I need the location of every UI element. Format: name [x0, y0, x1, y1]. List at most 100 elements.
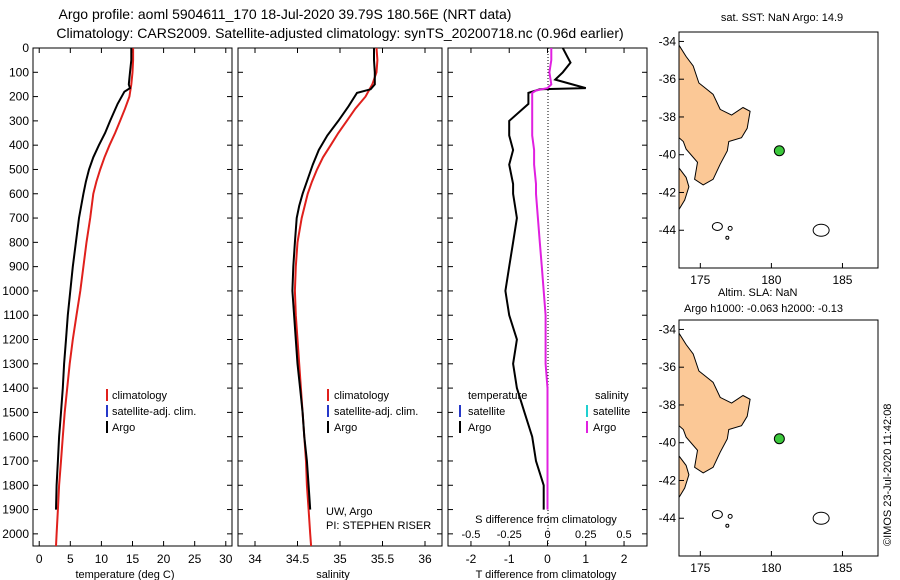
island-shape [812, 511, 830, 525]
x-tick-label: 2 [621, 552, 628, 566]
temperature-panel-frame [32, 47, 233, 547]
t-difference-xlabel: T difference from climatology [476, 569, 617, 580]
x-tick-label: -1 [504, 552, 515, 566]
legend-swatch-argo [106, 421, 108, 433]
x-tick-label: 20 [157, 552, 171, 566]
s-tick-label: -0.25 [497, 529, 522, 541]
island-shape [711, 221, 723, 231]
salinity-legend: climatology satellite-adj. clim. Argo [327, 389, 418, 434]
lat-tick-label: -38 [659, 398, 677, 412]
temperature-panel: 0100200300400500600700800900100011001200… [2, 41, 232, 580]
south-island-shape [678, 454, 690, 500]
depth-tick-label: 100 [9, 65, 29, 79]
s-tick-label: -0.5 [461, 529, 480, 541]
depth-tick-label: 300 [9, 114, 29, 128]
legend-swatch-satellite [106, 405, 108, 417]
credit-line1: UW, Argo [326, 506, 372, 518]
x-tick-label: 36 [418, 552, 432, 566]
depth-tick-label: 1900 [2, 503, 29, 517]
legend-label-argo: Argo [334, 422, 357, 434]
island-shape [725, 523, 730, 528]
salinity-panel-frame [237, 47, 443, 547]
legend-swatch-satellite [327, 405, 329, 417]
x-tick-label: 1 [582, 552, 589, 566]
lat-tick-label: -40 [659, 436, 677, 450]
sst-map: sat. SST: NaN Argo: 14.9 175 180 185 -34 -36… [659, 12, 879, 287]
legend-swatch-t-satellite [459, 405, 461, 417]
depth-tick-label: 700 [9, 211, 29, 225]
legend-header-temperature: temperature [468, 390, 527, 402]
difference-depth-ticks [448, 47, 647, 535]
depth-tick-label: 1000 [2, 284, 29, 298]
sla-map: Altim. SLA: NaN Argo h1000: -0.063 h2000… [659, 287, 879, 575]
salinity-xlabel: salinity [316, 569, 350, 580]
sla-map-subtitle: Argo h1000: -0.063 h2000: -0.13 [684, 303, 843, 315]
depth-tick-label: 1400 [2, 381, 29, 395]
sla-map-frame [678, 319, 879, 557]
temperature-legend: climatology satellite-adj. clim. Argo [106, 389, 196, 434]
depth-tick-label: 800 [9, 235, 29, 249]
series-line-argo [531, 48, 553, 510]
x-tick-label: 30 [219, 552, 233, 566]
lat-tick-label: -38 [659, 110, 677, 124]
depth-tick-label: 600 [9, 187, 29, 201]
legend-label-climatology: climatology [112, 390, 168, 402]
land-mass [678, 331, 830, 528]
figure-title-line2: Climatology: CARS2009. Satellite-adjuste… [56, 25, 623, 41]
sst-map-frame [678, 31, 879, 269]
lat-tick-label: -34 [659, 322, 677, 336]
x-tick-label: 0 [544, 552, 551, 566]
lon-tick-label: 175 [690, 273, 710, 287]
legend-swatch-climatology [106, 389, 108, 401]
depth-tick-label: 400 [9, 138, 29, 152]
x-tick-label: 35 [333, 552, 347, 566]
legend-label-climatology: climatology [334, 390, 390, 402]
s-tick-label: 0.25 [575, 529, 596, 541]
depth-tick-label: 1500 [2, 405, 29, 419]
island-shape [725, 235, 730, 240]
float-position-marker [773, 433, 785, 445]
lon-tick-label: 180 [761, 561, 781, 575]
island-shape [812, 223, 830, 237]
depth-tick-label: 1700 [2, 454, 29, 468]
legend-swatch-argo [327, 421, 329, 433]
imos-stamp: ©IMOS 23-Jul-2020 11:42:08 [882, 404, 894, 546]
s-difference-axis: -0.5 -0.25 0 0.25 0.5 [461, 529, 631, 541]
sst-map-title: sat. SST: NaN Argo: 14.9 [721, 12, 843, 24]
sla-map-axes: 175 180 185 -34 -36 -38 -40 -42 -44 [659, 322, 853, 575]
legend-swatch-s-satellite [586, 405, 588, 417]
salinity-x-axis: 34 34.5 35 35.5 36 [248, 48, 432, 566]
legend-label-s-satellite: satellite [593, 406, 630, 418]
legend-label-s-argo: Argo [593, 422, 616, 434]
depth-tick-label: 900 [9, 260, 29, 274]
depth-tick-label: 1300 [2, 357, 29, 371]
lat-tick-label: -42 [659, 473, 677, 487]
legend-label-t-argo: Argo [468, 422, 491, 434]
lat-tick-label: -44 [659, 223, 677, 237]
x-tick-label: 10 [95, 552, 109, 566]
x-tick-label: 25 [188, 552, 202, 566]
depth-tick-label: 2000 [2, 527, 29, 541]
s-tick-label: 0 [544, 529, 550, 541]
x-tick-label: 34 [248, 552, 262, 566]
float-position-marker [773, 145, 785, 157]
difference-series [504, 47, 587, 510]
salinity-series [291, 47, 379, 547]
lat-tick-label: -44 [659, 511, 677, 525]
sst-map-axes: 175 180 185 -34 -36 -38 -40 -42 -44 [659, 34, 853, 287]
depth-tick-label: 1200 [2, 333, 29, 347]
depth-tick-label: 200 [9, 90, 29, 104]
legend-swatch-climatology [327, 389, 329, 401]
x-tick-label: 35.5 [371, 552, 395, 566]
depth-tick-label: 1800 [2, 478, 29, 492]
x-tick-label: 5 [67, 552, 74, 566]
legend-label-satellite: satellite-adj. clim. [334, 406, 418, 418]
depth-tick-label: 500 [9, 162, 29, 176]
series-line-argo [55, 48, 133, 510]
island-shape [711, 509, 723, 519]
legend-label-argo: Argo [112, 422, 135, 434]
sst-map-float-marker [773, 145, 785, 157]
series-line-climatology [55, 48, 135, 547]
island-shape [727, 225, 733, 231]
